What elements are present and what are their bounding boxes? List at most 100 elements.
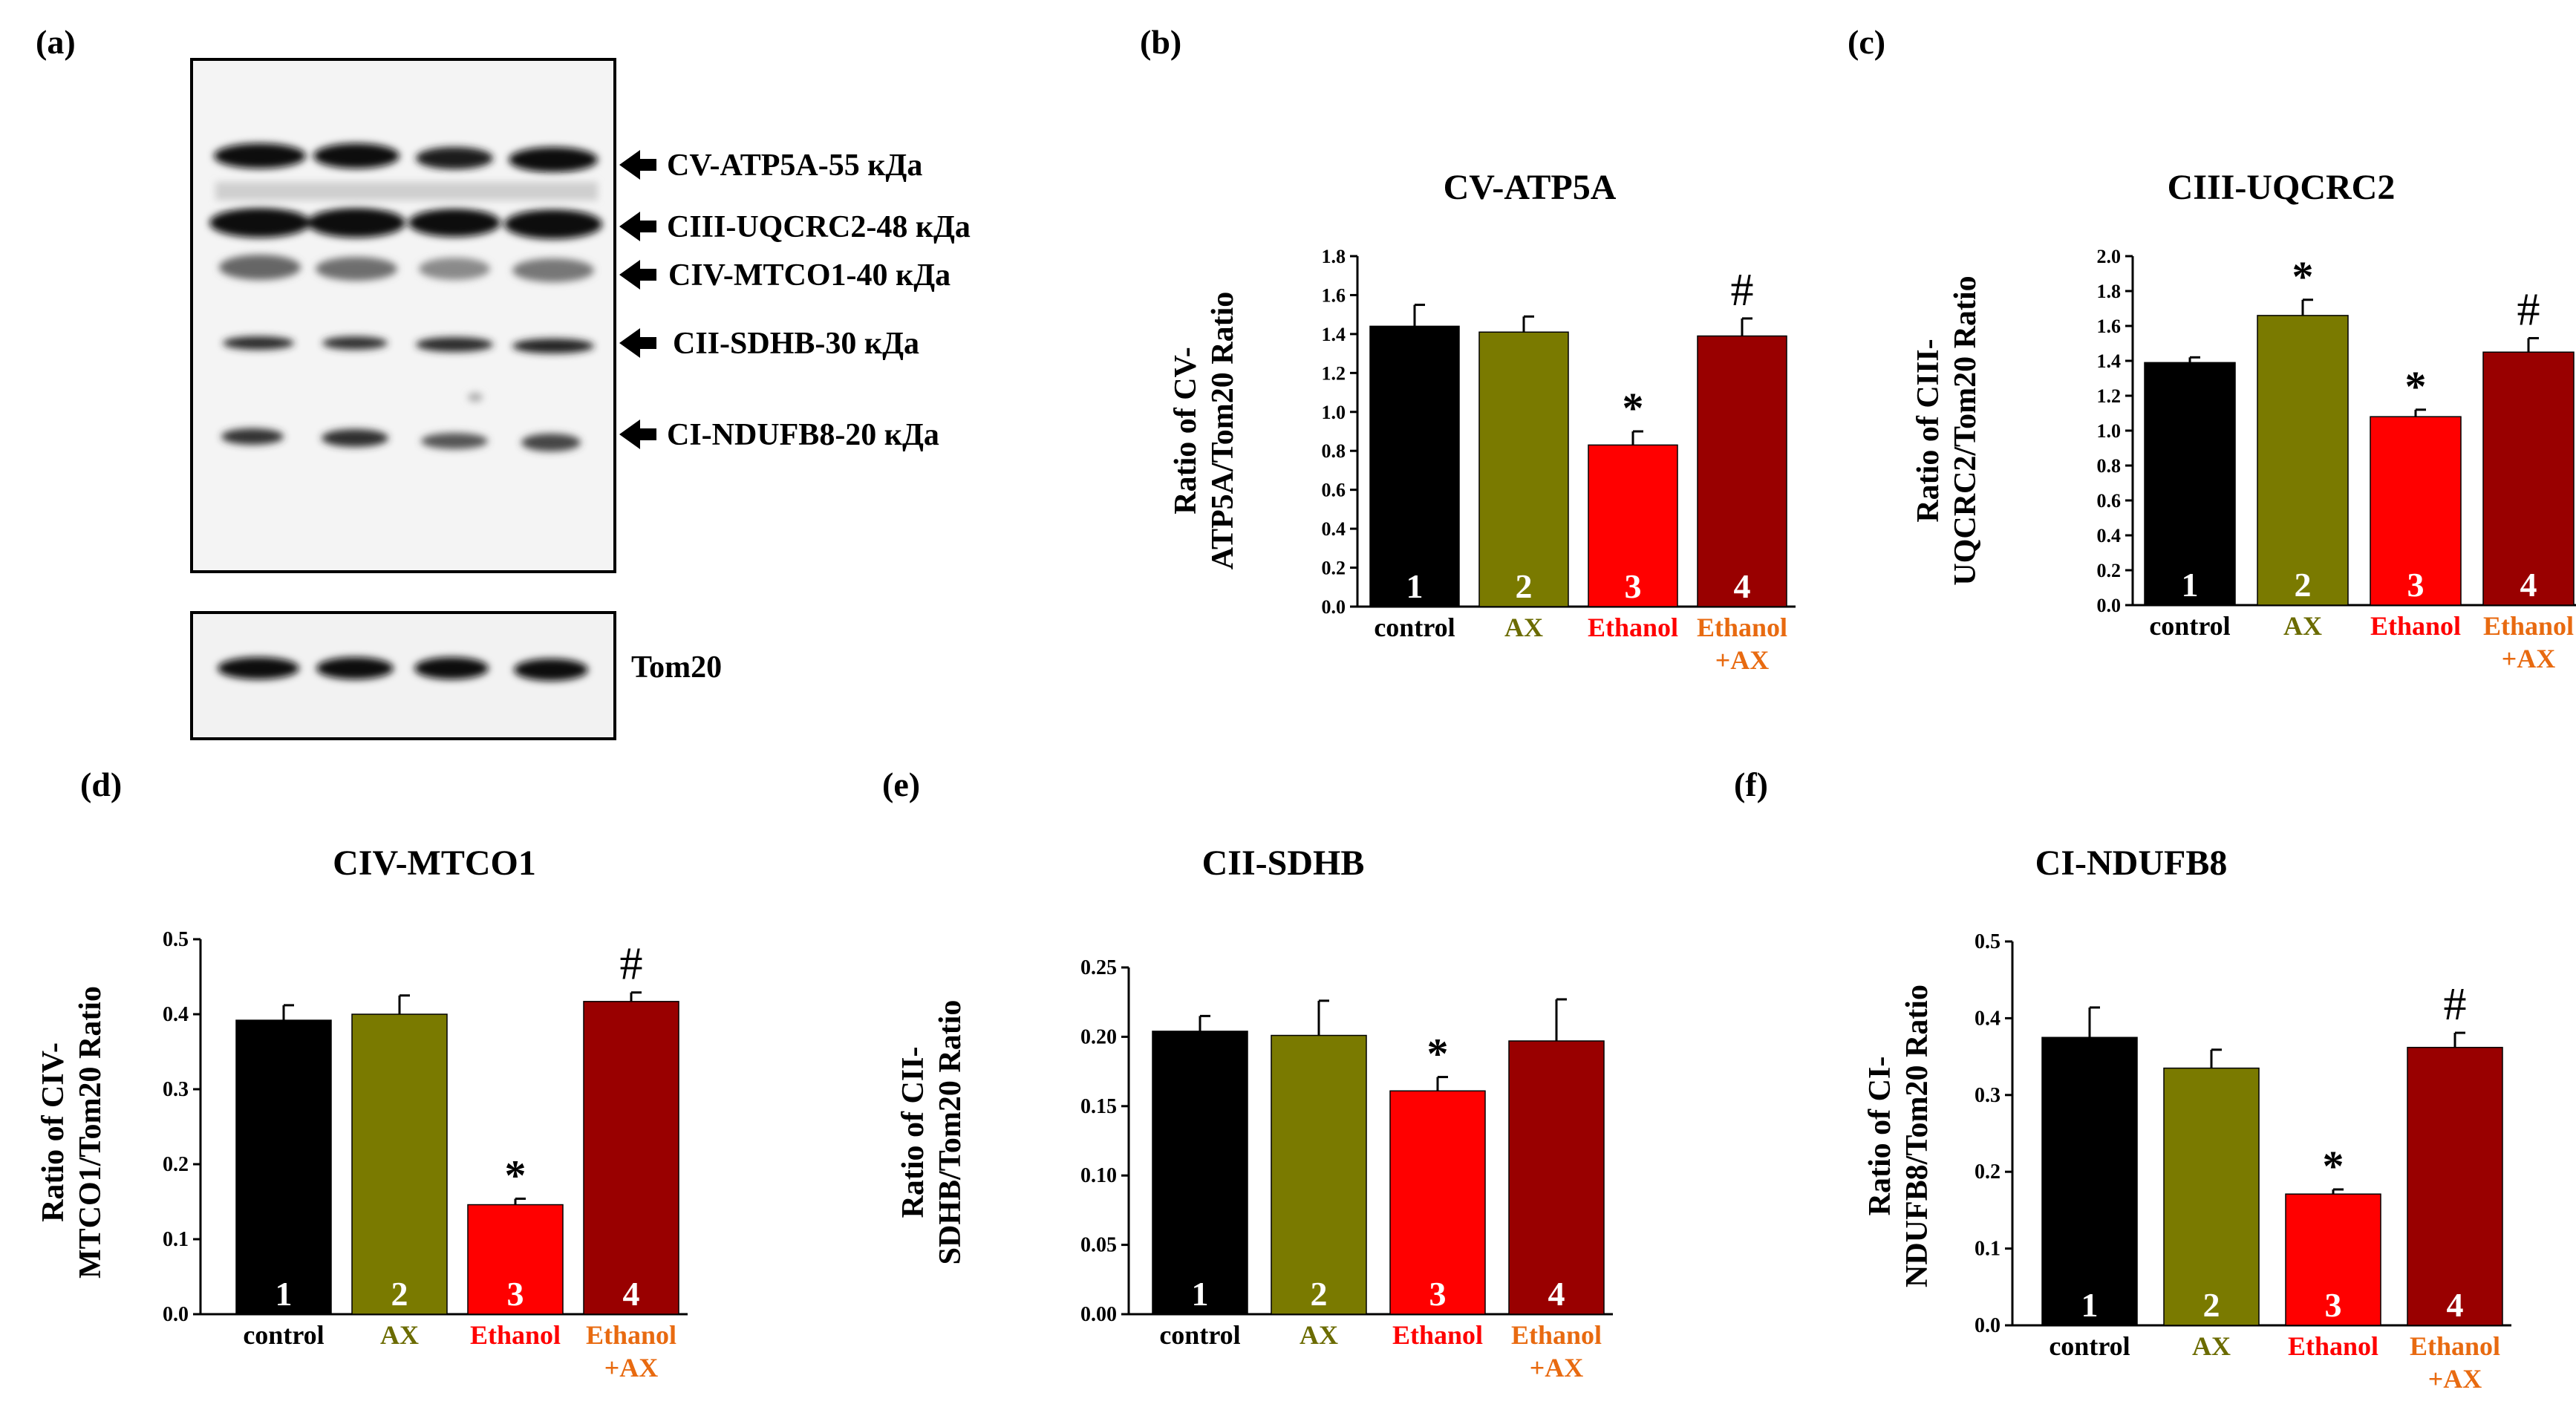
chart-title: CI-NDUFB8	[2035, 843, 2228, 883]
x-tick-label: control	[1374, 613, 1455, 642]
y-axis-label-line: Ratio of CIII-	[1911, 339, 1946, 522]
x-tick-label: AX	[1300, 1320, 1338, 1350]
y-axis-label: Ratio of CI-NDUFB8/Tom20 Ratio	[1863, 985, 1934, 1287]
x-tick-label: Ethanol	[2410, 1331, 2500, 1361]
y-axis-label-line: Ratio of CIV-	[36, 1042, 71, 1222]
bar-number: 1	[1406, 567, 1424, 605]
bar-number: 4	[623, 1275, 640, 1313]
panel-label-b: (b)	[1140, 23, 1182, 61]
y-tick-label: 0.20	[1080, 1025, 1117, 1048]
y-axis-label-line: Ratio of CV-	[1169, 347, 1203, 515]
band-arrows	[619, 150, 656, 449]
y-axis-label-line: ATP5A/Tom20 Ratio	[1206, 292, 1240, 570]
y-tick-label: 1.6	[1322, 284, 1346, 306]
x-tick-label: Ethanol	[1511, 1320, 1602, 1350]
chart-cv-atp5a: CV-ATP5A Ratio of CV-ATP5A/Tom20 Ratio 0.0…	[1169, 168, 1796, 675]
western-blot: CV-ATP5A-55 кДа CIII-UQCRC2-48 кДа CIV-M…	[190, 58, 971, 740]
bar-number: 1	[2182, 566, 2199, 604]
y-tick-label: 0.4	[2097, 525, 2122, 546]
bar-number: 3	[507, 1275, 524, 1313]
y-axis-label-line: Ratio of CI-	[1863, 1057, 1897, 1216]
x-tick-label-line2: +AX	[1530, 1353, 1584, 1382]
panel-label-c: (c)	[1848, 23, 1886, 61]
y-tick-label: 0.5	[1975, 930, 2001, 953]
bar-number: 4	[1548, 1275, 1565, 1313]
x-tick-label: Ethanol	[2483, 611, 2574, 641]
y-tick-label: 0.6	[1322, 480, 1346, 501]
y-tick-label: 0.2	[1322, 558, 1346, 579]
loading-control-label: Tom20	[631, 650, 722, 685]
x-tick-label: AX	[380, 1320, 419, 1350]
data-bar	[2370, 416, 2462, 606]
y-tick-label: 0.0	[2097, 595, 2122, 616]
y-tick-label: 2.0	[2097, 246, 2122, 267]
y-tick-label: 0.15	[1080, 1095, 1117, 1118]
y-tick-label: 1.0	[2097, 420, 2122, 442]
data-bar	[467, 1204, 564, 1315]
band-label: CIII-UQCRC2-48 кДа	[667, 210, 971, 244]
x-tick-label: control	[2149, 611, 2230, 641]
y-tick-label: 0.3	[163, 1078, 189, 1101]
bar-number: 4	[2520, 566, 2537, 604]
bar-number: 3	[1429, 1275, 1447, 1313]
data-bar	[1271, 1034, 1367, 1315]
chart-ci-ndufb8: CI-NDUFB8 Ratio of CI-NDUFB8/Tom20 Ratio 0…	[1863, 843, 2511, 1394]
arrow-icon	[619, 328, 656, 358]
chart-title: CV-ATP5A	[1444, 168, 1617, 207]
y-axis-label-line: SDHB/Tom20 Ratio	[933, 1000, 968, 1265]
significance-hash: #	[2517, 284, 2540, 335]
y-tick-label: 0.2	[1975, 1160, 2001, 1184]
y-axis-label: Ratio of CII-SDHB/Tom20 Ratio	[896, 1000, 968, 1265]
y-axis-label: Ratio of CIII-UQCRC2/Tom20 Ratio	[1911, 275, 1983, 585]
data-bar	[2041, 1037, 2138, 1326]
panel-label-a: (a)	[36, 23, 76, 61]
bar-number: 1	[1192, 1275, 1209, 1313]
band-label: CV-ATP5A-55 кДа	[667, 148, 922, 183]
data-bar	[2285, 1193, 2381, 1326]
y-tick-label: 0.25	[1080, 956, 1117, 979]
chart-cii-sdhb: CII-SDHB Ratio of CII-SDHB/Tom20 Ratio 0.0…	[896, 843, 1613, 1382]
x-tick-label: AX	[2192, 1331, 2231, 1361]
x-tick-label: Ethanol	[470, 1320, 561, 1350]
data-bar	[1369, 325, 1460, 607]
panel-label-f: (f)	[1734, 765, 1768, 803]
y-tick-label: 0.4	[163, 1003, 189, 1026]
chart-title: CIII-UQCRC2	[2168, 168, 2396, 207]
y-tick-label: 0.05	[1080, 1234, 1117, 1257]
significance-star: *	[505, 1151, 526, 1199]
chart-title: CIV-MTCO1	[333, 843, 536, 883]
y-tick-label: 0.1	[1975, 1238, 2001, 1261]
x-tick-label-line2: +AX	[604, 1353, 659, 1382]
bar-number: 2	[2203, 1286, 2220, 1324]
y-tick-label: 0.00	[1080, 1303, 1117, 1326]
x-tick-label: Ethanol	[2370, 611, 2461, 641]
x-tick-label-line2: +AX	[2428, 1364, 2482, 1394]
y-tick-label: 0.4	[1975, 1007, 2001, 1030]
chart-ciii-uqcrc2: CIII-UQCRC2 Ratio of CIII-UQCRC2/Tom20 Ra…	[1911, 168, 2576, 673]
data-bar	[1508, 1040, 1605, 1315]
y-tick-label: 0.3	[1975, 1084, 2001, 1107]
y-tick-label: 0.10	[1080, 1164, 1117, 1187]
arrow-icon	[619, 420, 656, 449]
x-tick-label-line2: +AX	[1715, 645, 1770, 675]
y-tick-label: 0.2	[2097, 560, 2122, 581]
tom20-bands	[218, 657, 588, 681]
y-tick-label: 1.4	[1322, 324, 1346, 345]
chart-civ-mtco1: CIV-MTCO1 Ratio of CIV-MTCO1/Tom20 Ratio 0…	[36, 843, 688, 1382]
y-tick-label: 0.8	[1322, 440, 1346, 462]
arrow-icon	[619, 212, 656, 241]
band-label: CI-NDUFB8-20 кДа	[667, 418, 939, 452]
x-tick-label: Ethanol	[1392, 1320, 1483, 1350]
x-tick-label: Ethanol	[2288, 1331, 2378, 1361]
x-tick-label: Ethanol	[1588, 613, 1678, 642]
y-axis-label-line: Ratio of CII-	[896, 1047, 930, 1218]
band-label: CII-SDHB-30 кДа	[673, 327, 919, 361]
y-axis-label-line: UQCRC2/Tom20 Ratio	[1949, 275, 1983, 585]
x-tick-label: control	[1159, 1320, 1240, 1350]
bar-number: 2	[391, 1275, 408, 1313]
data-bar	[2144, 362, 2236, 606]
y-tick-label: 0.1	[163, 1228, 189, 1251]
band-label: CIV-MTCO1-40 кДа	[668, 258, 950, 293]
blot-bands	[209, 143, 602, 451]
data-bar	[2482, 351, 2575, 606]
